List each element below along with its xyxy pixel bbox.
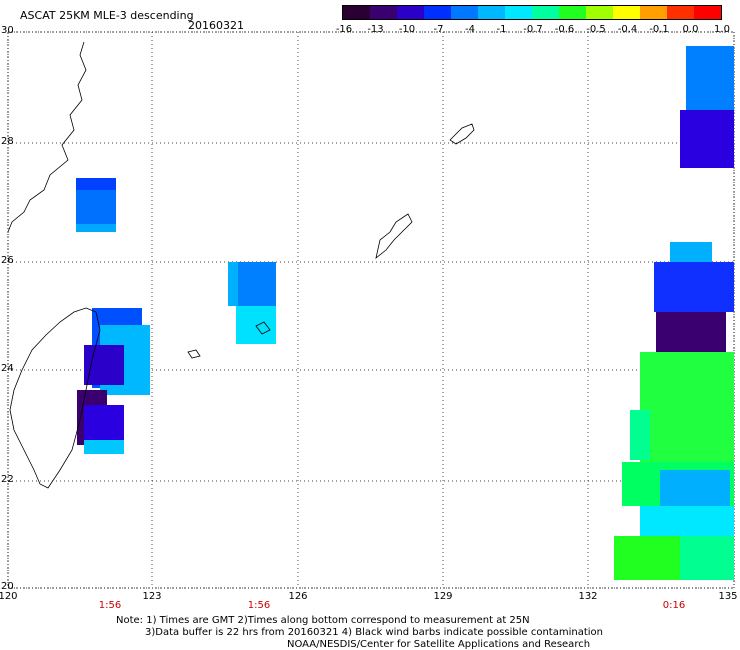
colorbar-label: -4	[465, 24, 475, 35]
longitude-label: 135	[718, 591, 738, 602]
colorbar-swatch	[343, 6, 370, 19]
colorbar-swatch	[505, 6, 532, 19]
colorbar-label: -16	[335, 24, 353, 35]
colorbar-swatch	[694, 6, 721, 19]
colorbar-label: -7	[433, 24, 444, 35]
colorbar-swatch	[397, 6, 424, 19]
okinawa-island	[375, 213, 413, 260]
swath-cell	[680, 536, 734, 580]
swath-eastern	[614, 46, 734, 580]
colorbar-label: -0.4	[617, 24, 638, 35]
colorbar-label: -10	[398, 24, 416, 35]
swath-cell	[228, 262, 238, 306]
swath-cell	[76, 178, 116, 190]
note-line-2: 3)Data buffer is 22 hrs from 20160321 4)…	[145, 627, 603, 638]
colorbar-swatch	[640, 6, 667, 19]
latitude-label: 30	[1, 25, 14, 36]
colorbar-label: -0.1	[649, 24, 669, 35]
colorbar-swatch	[559, 6, 586, 19]
amami-island	[449, 123, 475, 145]
colorbar-swatch	[532, 6, 559, 19]
colorbar-swatch	[370, 6, 397, 19]
swath-cell	[236, 306, 276, 344]
product-date: 20160321	[188, 19, 244, 32]
note-line-1: Note: 1) Times are GMT 2)Times along bot…	[116, 615, 530, 626]
longitude-label: 126	[288, 591, 308, 602]
colorbar-label: -13	[367, 24, 384, 35]
taiwan-coast	[9, 307, 101, 489]
colorbar-label: 0.0	[682, 24, 699, 35]
latitude-label: 26	[1, 255, 14, 266]
swath-cell	[656, 312, 726, 354]
longitude-label: 120	[0, 591, 18, 602]
colorbar-swatch	[667, 6, 694, 19]
swath-cell	[84, 345, 124, 385]
swath-cell	[680, 110, 734, 168]
pass-time-label: 1:56	[98, 600, 122, 611]
colorbar-swatch	[451, 6, 478, 19]
longitude-label: 132	[578, 591, 598, 602]
longitude-label: 129	[433, 591, 453, 602]
colorbar-swatch	[586, 6, 613, 19]
swath-cell	[76, 224, 116, 232]
product-title: ASCAT 25KM MLE-3 descending	[20, 9, 194, 22]
colorbar-swatch	[478, 6, 505, 19]
ishigaki-island	[255, 321, 271, 335]
swath-western	[76, 178, 150, 454]
swath-cell	[686, 46, 734, 110]
swath-central	[228, 262, 276, 344]
swath-cell	[84, 405, 124, 445]
colorbar-label: -0.7	[523, 24, 543, 35]
pass-time-label: 1:56	[247, 600, 271, 611]
latitude-label: 20	[1, 581, 14, 592]
colorbar-label: -0.5	[586, 24, 606, 35]
latitude-label: 28	[1, 136, 14, 147]
swath-cell	[84, 440, 124, 454]
china-coast	[7, 41, 87, 233]
colorbar-label: 1.0	[714, 24, 730, 35]
miyako-island	[187, 349, 201, 359]
colorbar-label: -0.6	[554, 24, 575, 35]
swath-cell	[640, 352, 734, 462]
swath-cell	[640, 506, 734, 536]
latitude-label: 24	[1, 363, 14, 374]
colorbar	[342, 5, 722, 20]
colorbar-swatch	[424, 6, 451, 19]
coastlines	[7, 41, 475, 489]
colorbar-label: -1	[496, 24, 507, 35]
colorbar-swatch	[613, 6, 640, 19]
swath-cell	[654, 262, 734, 312]
swath-cell	[660, 470, 730, 510]
plot-frame	[7, 31, 735, 589]
pass-time-label: 0:16	[662, 600, 686, 611]
longitude-label: 123	[142, 591, 162, 602]
note-line-3: NOAA/NESDIS/Center for Satellite Applica…	[287, 639, 591, 650]
swath-cell	[630, 410, 650, 460]
latitude-label: 22	[1, 474, 14, 485]
